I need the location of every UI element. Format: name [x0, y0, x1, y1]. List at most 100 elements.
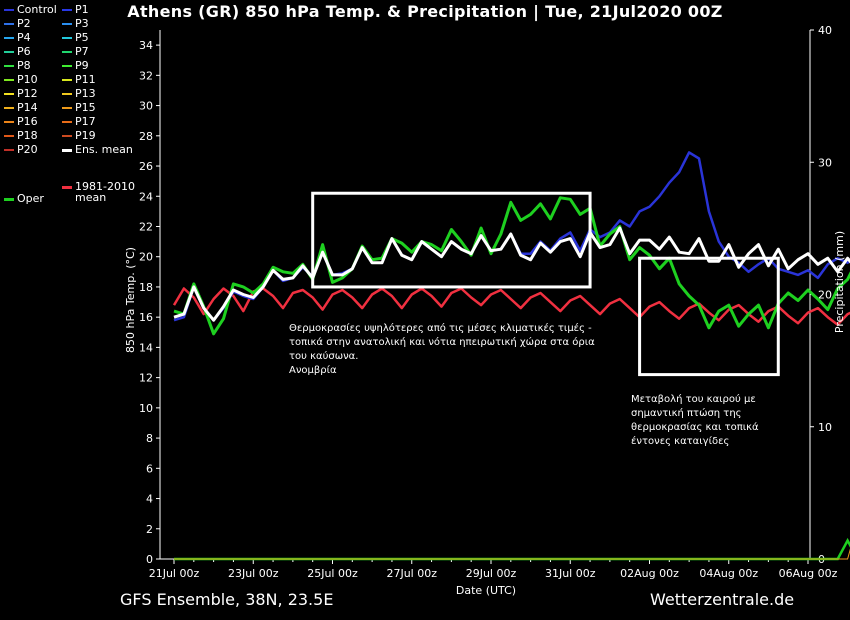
y-tick-label: 28 [139, 130, 153, 143]
legend-label: 1981-2010 mean [75, 180, 135, 204]
legend-swatch [62, 185, 72, 189]
y-tick-label: 8 [146, 432, 153, 445]
legend-item: P9 [62, 59, 89, 73]
legend-swatch [4, 197, 14, 201]
y-tick-label: 12 [139, 372, 153, 385]
legend-item: 1981-2010 mean [62, 180, 142, 204]
legend-swatch [62, 65, 72, 67]
y2-tick-label: 40 [818, 24, 832, 37]
y-tick-label: 6 [146, 462, 153, 475]
x-tick-label: 31Jul 00z [545, 567, 596, 580]
legend-item: P2 [4, 17, 31, 31]
legend-swatch [4, 37, 14, 39]
legend-label: P13 [75, 87, 96, 100]
legend-swatch [4, 135, 14, 137]
y-tick-label: 10 [139, 402, 153, 415]
legend-item: P7 [62, 45, 89, 59]
legend-swatch [62, 148, 72, 152]
y-tick-label: 16 [139, 311, 153, 324]
annotation-heat-line-3: του καύσωνα. [289, 351, 359, 362]
chart-title: Athens (GR) 850 hPa Temp. & Precipitatio… [127, 2, 723, 21]
axes: 0246810121416182022242628303234010203040… [139, 24, 838, 580]
legend-item: P1 [62, 3, 89, 17]
annotation-change-line-4: έντονες καταιγίδες [631, 436, 730, 447]
legend-label: P11 [75, 73, 96, 86]
legend: Control P1 P2 P3 P4 P5 P6 P7 P8 P9 P10 P11 P12 P13 P14… [0, 0, 140, 210]
legend-item: P15 [62, 101, 96, 115]
highlight-box-2 [638, 256, 780, 377]
legend-item: P18 [4, 129, 38, 143]
legend-item: P13 [62, 87, 96, 101]
x-tick-label: 02Aug 00z [620, 567, 679, 580]
legend-item: P11 [62, 73, 96, 87]
legend-item: P3 [62, 17, 89, 31]
series-oper [173, 196, 850, 336]
legend-swatch [62, 107, 72, 109]
legend-item: P19 [62, 129, 96, 143]
legend-label: P3 [75, 17, 89, 30]
annotation-change-line-2: σημαντική πτώση της [631, 408, 742, 419]
legend-label: P20 [17, 143, 38, 156]
series-ens-mean [173, 226, 850, 322]
legend-label: P18 [17, 129, 38, 142]
y-tick-label: 20 [139, 251, 153, 264]
y-tick-label: 26 [139, 160, 153, 173]
legend-label: P4 [17, 31, 31, 44]
legend-label: P7 [75, 45, 89, 58]
annotation-heat-line-4: Ανομβρία [289, 365, 337, 376]
annotation-heat: Θερμοκρασίες υψηλότερες από τις μέσες κλ… [289, 322, 595, 378]
legend-item: Control [4, 3, 57, 17]
legend-item: P10 [4, 73, 38, 87]
x-tick-label: 23Jul 00z [228, 567, 279, 580]
y2-tick-label: 30 [818, 156, 832, 169]
y-tick-label: 2 [146, 523, 153, 536]
legend-swatch [62, 93, 72, 95]
annotation-change-line-1: Μεταβολή του καιρού με [631, 394, 756, 405]
y-tick-label: 34 [139, 39, 153, 52]
legend-item: P16 [4, 115, 38, 129]
legend-swatch [4, 93, 14, 95]
legend-label: Oper [17, 192, 44, 205]
legend-swatch [62, 135, 72, 137]
legend-label: P10 [17, 73, 38, 86]
legend-label: P9 [75, 59, 89, 72]
legend-item: P8 [4, 59, 31, 73]
x-tick-label: 29Jul 00z [466, 567, 517, 580]
y2-axis-label: Precipitation (mm) [833, 231, 846, 333]
legend-label: P15 [75, 101, 96, 114]
legend-swatch [4, 65, 14, 67]
y-tick-label: 0 [146, 553, 153, 566]
x-axis-label: Date (UTC) [456, 584, 516, 597]
legend-item: P20 [4, 143, 38, 157]
y-tick-label: 22 [139, 220, 153, 233]
legend-label: P8 [17, 59, 31, 72]
legend-swatch [62, 37, 72, 39]
legend-item: P17 [62, 115, 96, 129]
annotation-heat-line-1: Θερμοκρασίες υψηλότερες από τις μέσες κλ… [289, 323, 592, 334]
y-tick-label: 18 [139, 281, 153, 294]
precip-oper [174, 537, 850, 561]
y-tick-label: 14 [139, 341, 153, 354]
legend-item: Oper [4, 192, 44, 206]
highlight-boxes [311, 191, 780, 377]
y-axis-label: 850 hPa Temp. (°C) [124, 247, 137, 353]
legend-label: Control [17, 3, 57, 16]
x-tick-label: 27Jul 00z [386, 567, 437, 580]
y2-tick-label: 20 [818, 289, 832, 302]
footer-model-info: GFS Ensemble, 38N, 23.5E [120, 590, 334, 609]
legend-label: Ens. mean [75, 143, 133, 156]
legend-item: P4 [4, 31, 31, 45]
legend-swatch [62, 121, 72, 123]
legend-swatch [4, 51, 14, 53]
legend-swatch [4, 149, 14, 151]
legend-label: P19 [75, 129, 96, 142]
y2-tick-label: 10 [818, 421, 832, 434]
legend-swatch [4, 23, 14, 25]
x-tick-label: 06Aug 00z [779, 567, 838, 580]
highlight-box-1 [311, 191, 592, 289]
legend-swatch [62, 51, 72, 53]
legend-label: P5 [75, 31, 89, 44]
annotation-change: Μεταβολή του καιρού με σημαντική πτώση τ… [631, 393, 759, 449]
legend-swatch [4, 9, 14, 11]
legend-label: P12 [17, 87, 38, 100]
